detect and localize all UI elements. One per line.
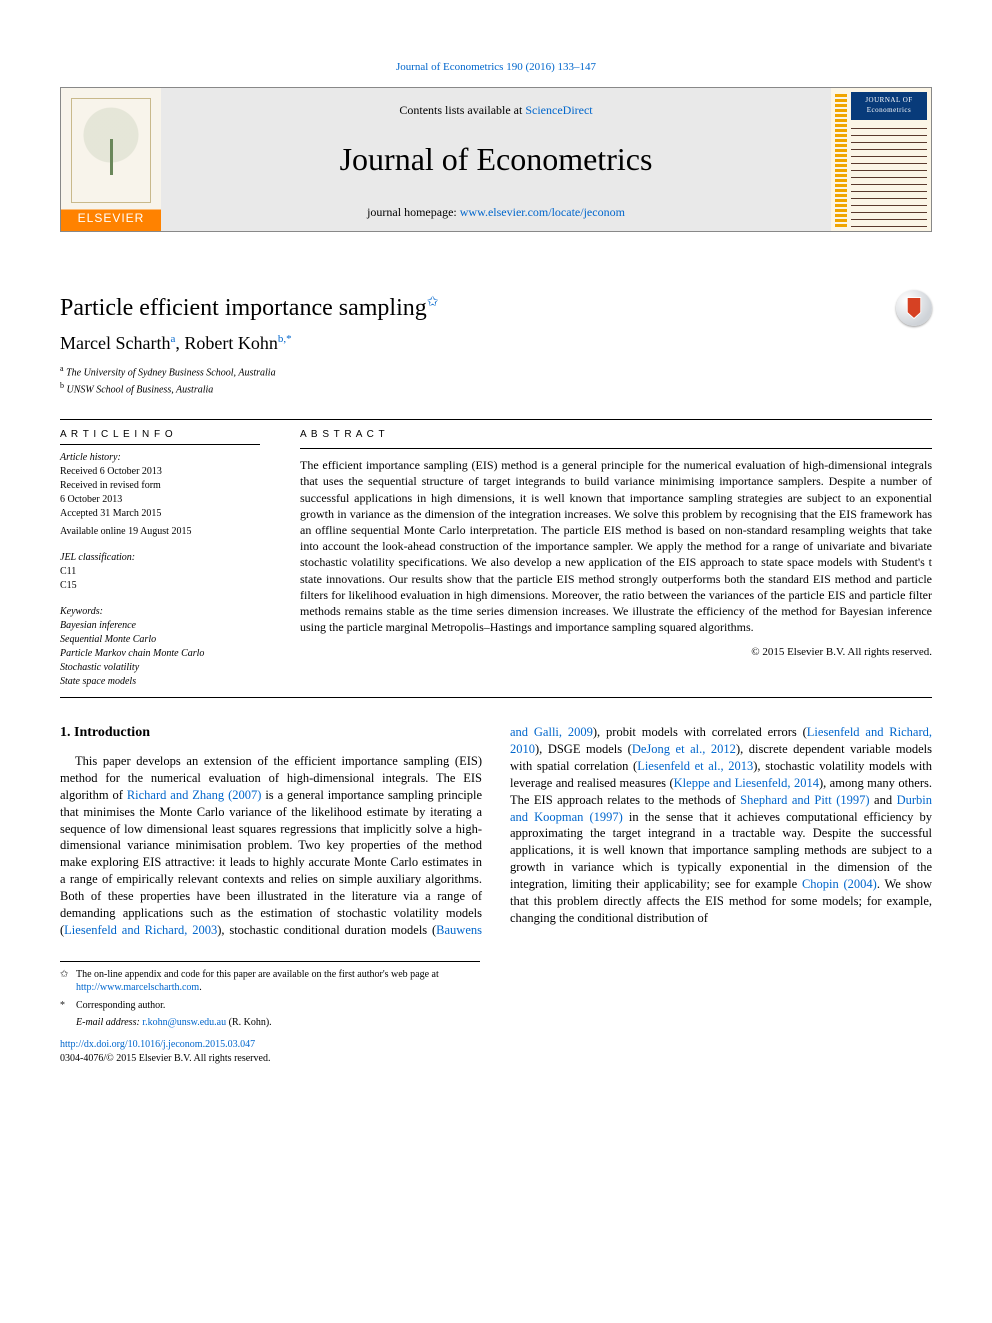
journal-cover-thumb[interactable]: JOURNAL OF Econometrics [831, 88, 931, 230]
footnote-corresponding: * Corresponding author. [60, 999, 480, 1013]
abstract: A B S T R A C T The efficient importance… [300, 428, 932, 689]
crossmark-badge[interactable] [896, 290, 932, 326]
doi-block: http://dx.doi.org/10.1016/j.jeconom.2015… [60, 1038, 932, 1066]
keywords-block: Keywords: Bayesian inference Sequential … [60, 605, 260, 689]
author-2-aff[interactable]: b,* [278, 333, 292, 345]
keyword-5: State space models [60, 675, 260, 689]
affiliation-a: a The University of Sydney Business Scho… [60, 363, 932, 380]
authors: Marcel Schartha, Robert Kohnb,* [60, 331, 932, 356]
jel-block: JEL classification: C11 C15 [60, 551, 260, 593]
footnote-email-text: E-mail address: r.kohn@unsw.edu.au (R. K… [76, 1016, 272, 1030]
abstract-text: The efficient importance sampling (EIS) … [300, 457, 932, 635]
history-accepted: Accepted 31 March 2015 [60, 507, 260, 521]
jel-code-2: C15 [60, 579, 260, 593]
affiliations: a The University of Sydney Business Scho… [60, 363, 932, 398]
doi-link[interactable]: http://dx.doi.org/10.1016/j.jeconom.2015… [60, 1039, 255, 1050]
elsevier-tree-icon [71, 98, 151, 202]
contents-line: Contents lists available at ScienceDirec… [171, 102, 821, 119]
footnote-star: ✩ The on-line appendix and code for this… [60, 968, 480, 995]
footnote-corr-sym: * [60, 999, 70, 1013]
footnote-star-text: The on-line appendix and code for this p… [76, 968, 480, 995]
cover-lines [851, 128, 927, 227]
rule-top [60, 419, 932, 420]
meta-abstract-row: A R T I C L E I N F O Article history: R… [60, 428, 932, 689]
history-revised-label: Received in revised form [60, 479, 260, 493]
journal-header: ELSEVIER Contents lists available at Sci… [60, 87, 932, 231]
intro-paragraph: This paper develops an extension of the … [60, 724, 932, 939]
author-sep: , [175, 333, 184, 353]
author-site-link[interactable]: http://www.marcelscharth.com [76, 982, 199, 993]
cover-badge: JOURNAL OF Econometrics [851, 92, 927, 120]
journal-name: Journal of Econometrics [171, 137, 821, 182]
paper-title: Particle efficient importance sampling✩ [60, 292, 932, 326]
cover-strip [835, 92, 847, 226]
homepage-line: journal homepage: www.elsevier.com/locat… [171, 204, 821, 221]
sciencedirect-link[interactable]: ScienceDirect [525, 103, 592, 117]
citation-bar: Journal of Econometrics 190 (2016) 133–1… [60, 60, 932, 75]
footnotes: ✩ The on-line appendix and code for this… [60, 961, 480, 1030]
issn-copyright: 0304-4076/© 2015 Elsevier B.V. All right… [60, 1052, 932, 1066]
title-text: Particle efficient importance sampling [60, 295, 427, 321]
rule-bottom [60, 697, 932, 698]
body-columns: 1. Introduction This paper develops an e… [60, 724, 932, 939]
jel-code-1: C11 [60, 565, 260, 579]
email-label: E-mail address: [76, 1017, 140, 1028]
keyword-2: Sequential Monte Carlo [60, 633, 260, 647]
keyword-3: Particle Markov chain Monte Carlo [60, 647, 260, 661]
elsevier-label: ELSEVIER [65, 210, 157, 227]
homepage-prefix: journal homepage: [367, 205, 460, 219]
keywords-heading: Keywords: [60, 605, 260, 619]
keyword-4: Stochastic volatility [60, 661, 260, 675]
info-rule [60, 444, 260, 445]
homepage-link[interactable]: www.elsevier.com/locate/jeconom [460, 205, 625, 219]
abstract-rule [300, 448, 932, 449]
footnote-star-sym: ✩ [60, 968, 70, 995]
title-footnote-marker[interactable]: ✩ [427, 295, 439, 310]
available-online: Available online 19 August 2015 [60, 525, 260, 539]
keyword-1: Bayesian inference [60, 619, 260, 633]
history-label: Article history: [60, 451, 260, 465]
history-revised-date: 6 October 2013 [60, 493, 260, 507]
article-info-heading: A R T I C L E I N F O [60, 428, 260, 442]
article-info: A R T I C L E I N F O Article history: R… [60, 428, 260, 689]
footnote-email-spacer [60, 1016, 70, 1030]
footnote-email: E-mail address: r.kohn@unsw.edu.au (R. K… [60, 1016, 480, 1030]
contents-prefix: Contents lists available at [399, 103, 525, 117]
header-center: Contents lists available at ScienceDirec… [161, 88, 831, 230]
abstract-heading: A B S T R A C T [300, 428, 932, 442]
section-1-heading: 1. Introduction [60, 724, 482, 743]
abstract-copyright: © 2015 Elsevier B.V. All rights reserved… [300, 645, 932, 660]
author-2: Robert Kohnb,* [184, 333, 291, 353]
email-link[interactable]: r.kohn@unsw.edu.au [142, 1017, 226, 1028]
jel-heading: JEL classification: [60, 551, 260, 565]
article-history: Article history: Received 6 October 2013… [60, 451, 260, 521]
crossmark-icon [905, 296, 923, 320]
footnote-corr-text: Corresponding author. [76, 999, 165, 1013]
affiliation-b: b UNSW School of Business, Australia [60, 380, 932, 397]
title-block: Particle efficient importance sampling✩ [60, 292, 932, 326]
citation-link[interactable]: Journal of Econometrics 190 (2016) 133–1… [396, 61, 596, 73]
elsevier-logo[interactable]: ELSEVIER [61, 88, 161, 230]
author-1: Marcel Schartha [60, 333, 175, 353]
history-received: Received 6 October 2013 [60, 465, 260, 479]
